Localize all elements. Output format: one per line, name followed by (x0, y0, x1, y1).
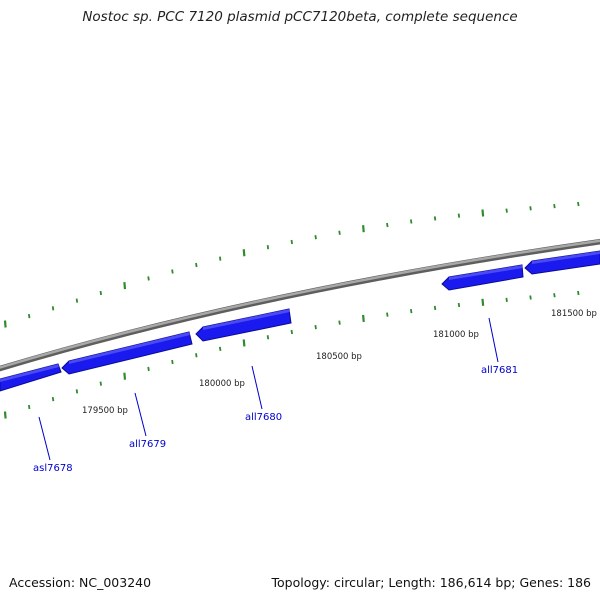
outer-tick-mark (505, 208, 508, 213)
inner-tick-mark (99, 381, 102, 386)
plasmid-backbone (0, 239, 600, 369)
gene-asl7678[interactable] (0, 363, 62, 392)
outer-tick-mark (290, 239, 293, 245)
inner-tick-mark (123, 372, 127, 380)
outer-tick-mark (75, 298, 79, 303)
position-label-180000: 180000 bp (199, 379, 245, 389)
outer-tick-mark (529, 206, 532, 211)
gene-all7679[interactable] (61, 331, 193, 375)
plasmid-backbone-shadow (0, 238, 600, 372)
inner-tick-mark (3, 411, 7, 419)
gene-labels: asl7678 all7679 all7680 all7681 (33, 365, 518, 474)
inner-tick-mark (386, 312, 389, 317)
outer-tick-ring (3, 201, 580, 328)
inner-tick-mark (362, 314, 365, 323)
outer-tick-mark (338, 230, 341, 235)
outer-tick-mark (362, 225, 365, 233)
inner-tick-mark (409, 308, 413, 314)
gene-track (0, 250, 600, 392)
inner-tick-mark (290, 329, 293, 335)
inner-tick-mark (171, 359, 174, 365)
gene-label-asl7678[interactable]: asl7678 (33, 463, 73, 474)
gene-label-leaders (38, 317, 499, 461)
inner-tick-mark (75, 389, 79, 394)
inner-tick-mark (338, 320, 341, 325)
inner-tick-mark (457, 302, 461, 308)
gene-all7680[interactable] (195, 308, 292, 342)
inner-tick-ring (3, 290, 580, 419)
gene-next[interactable] (524, 250, 600, 275)
inner-tick-mark (577, 290, 580, 296)
outer-tick-mark (577, 201, 580, 207)
leader-all7681 (488, 317, 499, 363)
inner-tick-mark (266, 335, 270, 340)
map-title: Nostoc sp. PCC 7120 plasmid pCC7120beta,… (82, 9, 518, 25)
leader-all7680 (251, 365, 263, 410)
inner-tick-mark (27, 404, 31, 410)
outer-tick-mark (99, 290, 102, 296)
outer-tick-mark (433, 216, 437, 221)
inner-tick-mark (529, 295, 532, 300)
gene-label-all7679[interactable]: all7679 (129, 439, 166, 450)
position-label-180500: 180500 bp (316, 352, 362, 362)
outer-tick-mark (27, 313, 31, 319)
outer-tick-mark (147, 276, 150, 281)
inner-tick-mark (481, 298, 485, 306)
position-labels: 179500 bp 180000 bp 180500 bp 181000 bp … (82, 309, 597, 416)
outer-tick-mark (409, 219, 413, 224)
inner-tick-mark (433, 305, 437, 311)
inner-tick-mark (314, 324, 317, 330)
outer-tick-mark (195, 262, 198, 268)
leader-asl7678 (38, 416, 51, 461)
inner-tick-mark (505, 297, 508, 302)
summary-text: Topology: circular; Length: 186,614 bp; … (271, 575, 592, 590)
outer-tick-mark (314, 235, 317, 240)
outer-tick-mark (123, 282, 127, 290)
inner-tick-mark (553, 293, 556, 298)
inner-tick-mark (218, 346, 222, 352)
inner-tick-mark (195, 353, 198, 358)
gene-label-all7681[interactable]: all7681 (481, 365, 518, 376)
inner-tick-mark (242, 339, 246, 347)
outer-tick-mark (481, 209, 485, 217)
outer-tick-mark (3, 320, 7, 328)
gene-all7681[interactable] (441, 264, 524, 291)
outer-tick-mark (242, 249, 246, 257)
outer-tick-mark (457, 213, 461, 218)
accession-text: Accession: NC_003240 (9, 575, 152, 590)
inner-tick-mark (147, 366, 150, 372)
inner-tick-mark (51, 397, 55, 402)
outer-tick-mark (51, 306, 55, 311)
position-label-181000: 181000 bp (433, 330, 479, 340)
outer-tick-mark (386, 222, 389, 228)
gene-label-all7680[interactable]: all7680 (245, 412, 282, 423)
outer-tick-mark (171, 269, 174, 274)
position-label-179500: 179500 bp (82, 406, 128, 416)
outer-tick-mark (553, 203, 556, 209)
outer-tick-mark (266, 245, 270, 250)
outer-tick-mark (218, 256, 222, 261)
leader-all7679 (134, 392, 147, 437)
position-label-181500: 181500 bp (551, 309, 597, 319)
